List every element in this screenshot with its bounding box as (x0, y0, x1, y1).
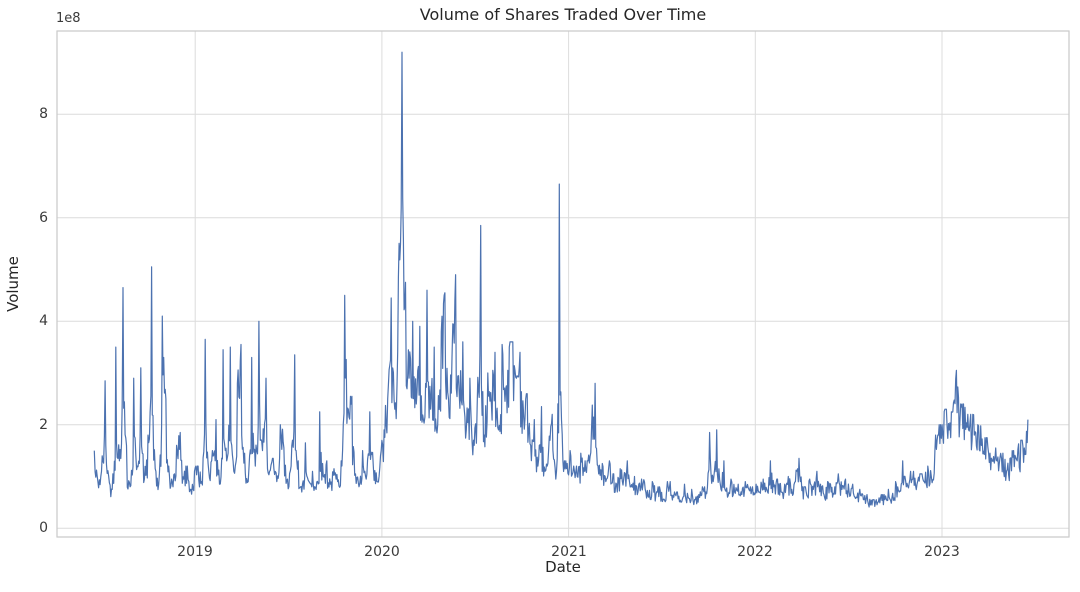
x-tick-label: 2021 (551, 544, 587, 560)
x-tick-label: 2022 (737, 544, 773, 560)
x-tick-label: 2020 (364, 544, 400, 560)
axes-spines (56, 30, 1070, 538)
y-tick-label: 8 (39, 106, 48, 122)
chart-title: Volume of Shares Traded Over Time (419, 5, 707, 24)
x-tick-label: 2023 (924, 544, 960, 560)
y-tick-label: 6 (39, 210, 48, 226)
y-axis-offset-label: 1e8 (56, 11, 81, 26)
volume-line-series (93, 51, 1029, 508)
y-tick-label: 0 (39, 520, 48, 536)
y-tick-label: 2 (39, 417, 48, 433)
y-tick-label: 4 (39, 313, 48, 329)
x-axis-label: Date (545, 558, 581, 576)
x-tick-label: 2019 (177, 544, 213, 560)
